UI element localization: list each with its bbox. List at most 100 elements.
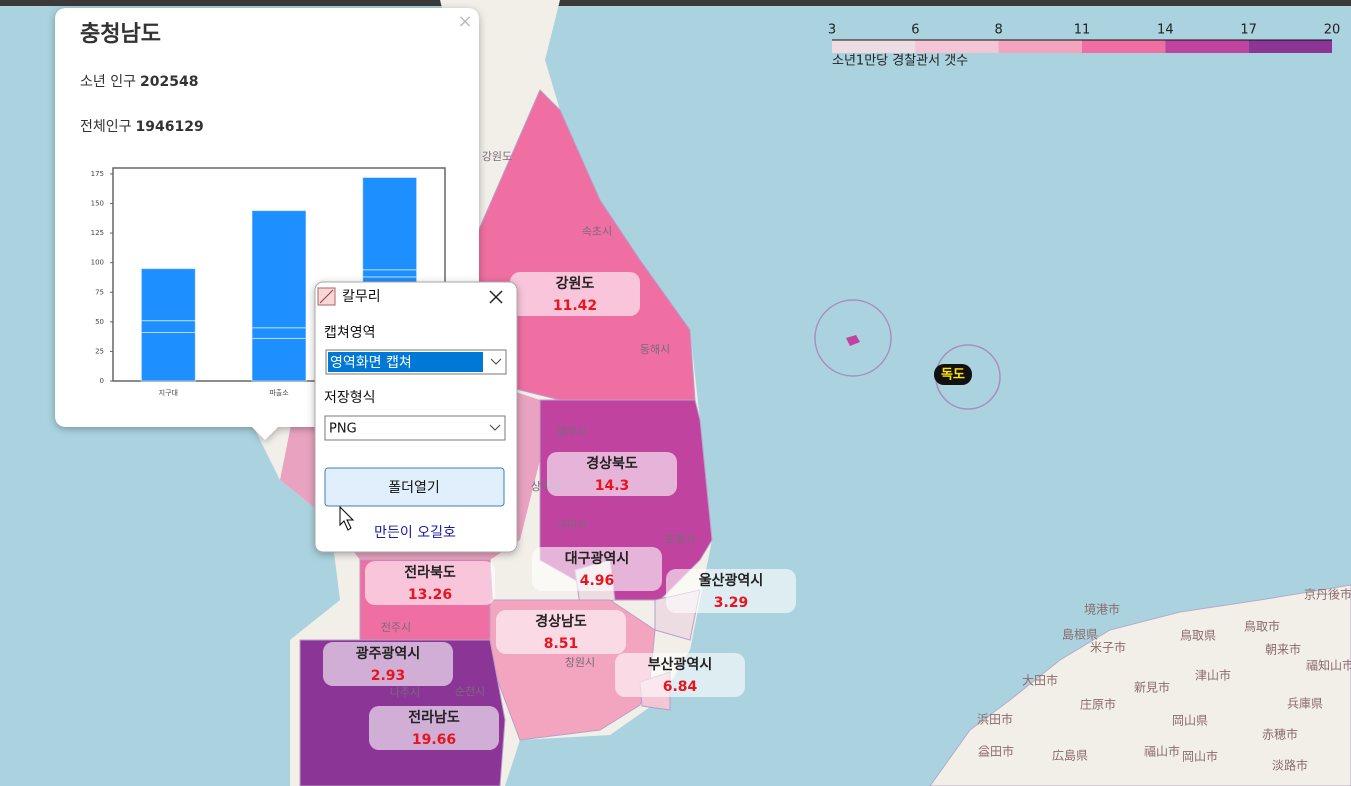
stat-label: 소년 인구 <box>80 74 136 90</box>
legend-tick: 11 <box>1074 23 1091 38</box>
region-name: 전라북도 <box>404 564 456 581</box>
y-tick-label: 150 <box>91 200 104 208</box>
legend-tick: 8 <box>995 23 1003 38</box>
place-label: 나주시 <box>390 686 420 699</box>
bar-segment <box>251 210 307 329</box>
popup-stats: 소년 인구 202548 전체인구 1946129 <box>80 74 204 135</box>
legend-swatch <box>1165 40 1249 53</box>
y-tick-label: 75 <box>95 288 104 296</box>
place-label: 영주시 <box>557 425 587 438</box>
stat-value: 202548 <box>140 74 198 90</box>
region-name: 울산광역시 <box>699 572 763 589</box>
place-label: 赤穂市 <box>1262 728 1298 742</box>
region-value: 4.96 <box>580 573 615 589</box>
place-label: 境港市 <box>1084 603 1120 617</box>
cursor <box>339 505 355 531</box>
y-tick-label: 50 <box>95 318 104 326</box>
region-value: 8.51 <box>544 636 579 652</box>
japan-land <box>929 584 1351 786</box>
dialog-icon <box>319 289 334 304</box>
place-label: 순천시 <box>455 684 485 698</box>
chevron <box>489 424 501 431</box>
place-label: 福知山市 <box>1306 659 1351 673</box>
place-label: 구미시 <box>557 518 587 531</box>
select[interactable] <box>324 415 506 441</box>
place-label: 福山市 <box>1144 745 1180 759</box>
select-highlight <box>328 352 483 372</box>
select-value: PNG <box>329 422 357 437</box>
bar-segment <box>140 268 196 322</box>
region-labels: 강원도 11.42 경상북도 14.3 대구광역시 4.96 울산광역시 3.29 전라북도 13… <box>323 272 796 750</box>
map-labels: 강원도속초시동해시영주시상주시구미시포항시창원시순천시나주시전주시境港市島根県鳥… <box>381 150 1351 773</box>
place-label: 鳥取市 <box>1244 619 1280 634</box>
legend-swatch <box>1248 40 1332 53</box>
place-label: 창원시 <box>565 656 595 669</box>
x-tick-label: 지구대 <box>159 388 178 397</box>
place-label: 속초시 <box>582 225 612 238</box>
y-tick-label: 100 <box>91 259 104 267</box>
region-box <box>532 547 662 591</box>
legend-swatch <box>998 40 1082 53</box>
bar-segment <box>140 320 196 333</box>
button[interactable] <box>324 467 505 507</box>
legend-title: 소년1만당 경찰관서 갯수 <box>832 54 968 69</box>
y-tick-label: 25 <box>95 347 104 355</box>
y-tick-label: 0 <box>100 377 104 385</box>
place-label: 京丹後市 <box>1304 588 1351 602</box>
field-label: 저장형식 <box>324 390 376 406</box>
top-bar <box>0 0 1351 6</box>
ulleungdo <box>846 335 860 346</box>
popup-close[interactable]: × <box>457 11 472 32</box>
region-value: 6.84 <box>663 679 698 695</box>
region-name: 강원도 <box>556 275 595 292</box>
region-name: 부산광역시 <box>648 656 712 673</box>
stat: 전체인구 1946129 <box>80 119 204 135</box>
dialog-title: 칼무리 <box>342 289 381 305</box>
author-link[interactable]: 만든이 오길호 <box>374 525 456 541</box>
y-tick-label: 175 <box>91 170 104 178</box>
legend-tick: 6 <box>911 23 919 38</box>
field-label: 캡쳐영역 <box>324 325 376 341</box>
region-value: 2.93 <box>371 668 406 684</box>
legend-tick: 3 <box>828 23 836 38</box>
place-label: 岡山県 <box>1172 714 1208 728</box>
dialog-close[interactable] <box>489 290 503 304</box>
button-label: 폴더열기 <box>388 480 440 496</box>
place-label: 鳥取県 <box>1180 628 1216 643</box>
region-value: 11.42 <box>553 298 597 314</box>
y-tick-label: 125 <box>91 229 104 237</box>
stat-label: 전체인구 <box>80 119 132 135</box>
bar-segment <box>362 176 418 271</box>
place-label: 岡山市 <box>1182 750 1218 764</box>
select-value: 영역화면 캡쳐 <box>330 355 412 371</box>
place-label: 益田市 <box>978 745 1014 759</box>
legend-swatch <box>915 40 999 53</box>
place-label: 米子市 <box>1090 641 1126 655</box>
place-label: 大田市 <box>1022 674 1058 688</box>
x-tick-label: 파출소 <box>269 388 289 397</box>
region-box <box>496 610 626 654</box>
place-label: 포항시 <box>665 533 695 546</box>
region-box <box>666 569 796 613</box>
place-label: 津山市 <box>1195 669 1231 683</box>
region-box <box>510 272 640 316</box>
place-label: 兵庫県 <box>1287 697 1323 711</box>
place-label: 전주시 <box>381 621 411 634</box>
stat: 소년 인구 202548 <box>80 74 198 90</box>
region <box>469 89 696 401</box>
boundary <box>814 299 892 377</box>
popup-title: 충청남도 <box>80 22 161 47</box>
place-label: 新見市 <box>1134 681 1170 695</box>
place-label: 동해시 <box>640 342 670 356</box>
region-name: 전라남도 <box>408 709 460 726</box>
place-label: 広島県 <box>1052 748 1088 763</box>
legend-tick: 20 <box>1324 23 1341 38</box>
chevron <box>490 358 502 365</box>
dokdo-marker[interactable] <box>934 364 972 385</box>
region-name: 경상북도 <box>586 455 638 472</box>
place-label: 朝来市 <box>1265 643 1301 657</box>
region-box <box>615 653 745 697</box>
region-box <box>323 642 453 686</box>
region-name: 대구광역시 <box>565 550 629 567</box>
